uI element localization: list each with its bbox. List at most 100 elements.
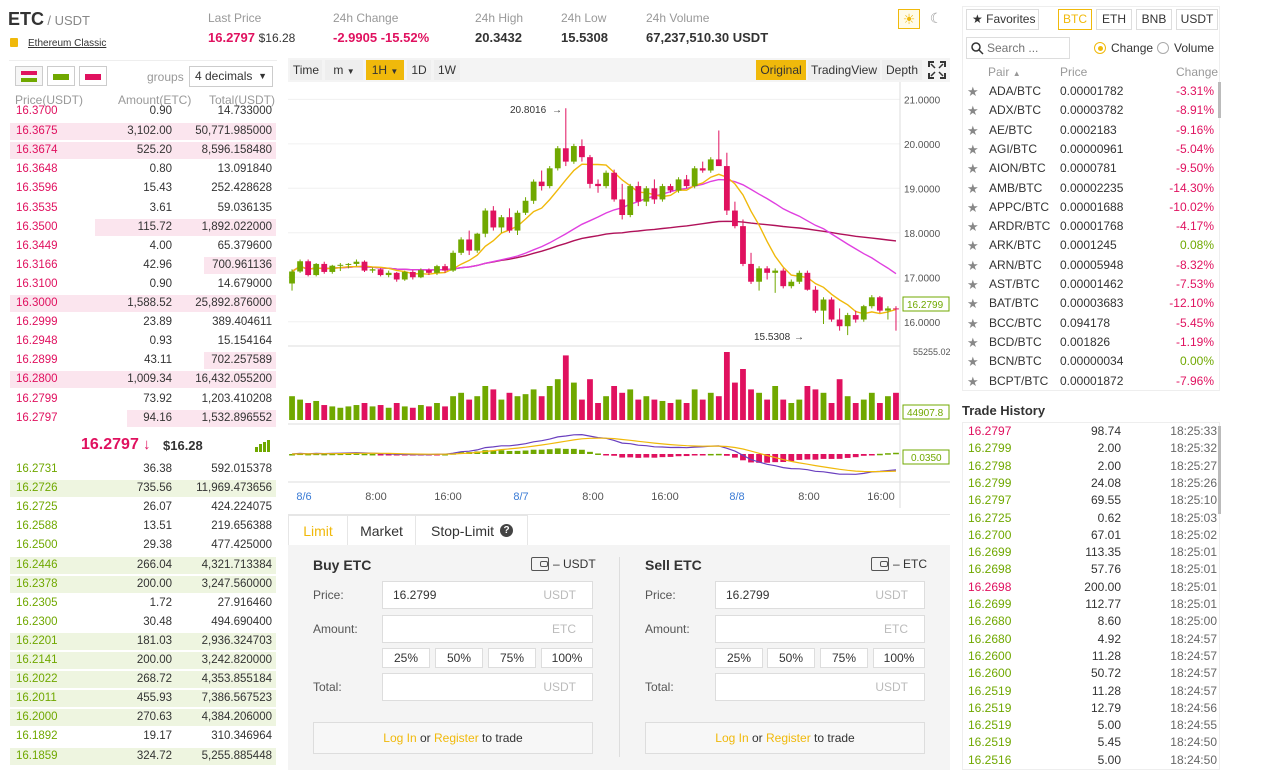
star-icon[interactable]: ★: [967, 161, 979, 177]
market-row[interactable]: ★ ARDR/BTC 0.00001768 -4.17%: [962, 217, 1220, 236]
quote-tab-usdt[interactable]: USDT: [1176, 9, 1218, 30]
sell-amount-input[interactable]: ETC: [715, 615, 925, 643]
star-icon[interactable]: ★: [967, 141, 979, 157]
bid-row[interactable]: 16.2000 270.63 4,384.206000: [10, 708, 276, 727]
ask-row[interactable]: 16.2800 1,009.34 16,432.055200: [10, 370, 276, 389]
interval-1h[interactable]: 1H ▼: [366, 60, 404, 80]
bid-row[interactable]: 16.2500 29.38 477.425000: [10, 536, 276, 555]
groups-select[interactable]: 4 decimals ▼: [189, 66, 273, 87]
star-icon[interactable]: ★: [967, 373, 979, 389]
market-row[interactable]: ★ ARK/BTC 0.0001245 0.08%: [962, 236, 1220, 255]
bid-row[interactable]: 16.2141 200.00 3,242.820000: [10, 651, 276, 670]
ask-row[interactable]: 16.3449 4.00 65.379600: [10, 237, 276, 256]
bid-row[interactable]: 16.2022 268.72 4,353.855184: [10, 670, 276, 689]
sell-pct-75[interactable]: 75%: [820, 648, 868, 668]
market-row[interactable]: ★ AE/BTC 0.0002183 -9.16%: [962, 121, 1220, 140]
price-chart[interactable]: 21.0000 20.0000 19.0000 18.0000 17.0000 16.00…: [288, 82, 950, 508]
tab-market[interactable]: Market: [348, 515, 416, 545]
bid-row[interactable]: 16.2588 13.51 219.656388: [10, 517, 276, 536]
radio-volume[interactable]: [1157, 42, 1169, 54]
ask-row[interactable]: 16.2799 73.92 1,203.410208: [10, 390, 276, 409]
bid-row[interactable]: 16.2011 455.93 7,386.567523: [10, 689, 276, 708]
star-icon[interactable]: ★: [967, 296, 979, 312]
quote-tab-eth[interactable]: ETH: [1096, 9, 1132, 30]
light-theme-icon[interactable]: ☀: [898, 9, 920, 29]
search-input[interactable]: [987, 40, 1067, 56]
star-icon[interactable]: ★: [967, 84, 979, 99]
market-row[interactable]: ★ ADA/BTC 0.00001782 -3.31%: [962, 82, 1220, 101]
buy-pct-50[interactable]: 50%: [435, 648, 483, 668]
buy-price-input[interactable]: 16.2799 USDT: [382, 581, 593, 609]
market-row[interactable]: ★ BCPT/BTC 0.00001872 -7.96%: [962, 372, 1220, 391]
sell-total-input[interactable]: USDT: [715, 673, 925, 701]
interval-minute[interactable]: m ▼: [325, 60, 363, 80]
bid-row[interactable]: 16.2300 30.48 494.690400: [10, 613, 276, 632]
book-view-asks-icon[interactable]: [79, 66, 107, 86]
favorites-button[interactable]: ★ Favorites: [966, 9, 1039, 30]
bid-row[interactable]: 16.2731 36.38 592.015378: [10, 460, 276, 479]
star-icon[interactable]: ★: [967, 354, 979, 370]
tab-stop-limit[interactable]: Stop-Limit ?: [416, 515, 528, 545]
market-row[interactable]: ★ AION/BTC 0.0000781 -9.50%: [962, 159, 1220, 178]
buy-login-link[interactable]: Log In: [383, 731, 417, 745]
market-row[interactable]: ★ BCC/BTC 0.094178 -5.45%: [962, 314, 1220, 333]
buy-pct-75[interactable]: 75%: [488, 648, 536, 668]
buy-pct-25[interactable]: 25%: [382, 648, 430, 668]
ask-row[interactable]: 16.3674 525.20 8,596.158480: [10, 141, 276, 160]
radio-change[interactable]: [1094, 42, 1106, 54]
sell-login-link[interactable]: Log In: [715, 731, 749, 745]
ask-row[interactable]: 16.2797 94.16 1,532.896552: [10, 409, 276, 428]
star-icon[interactable]: ★: [967, 103, 979, 119]
bid-row[interactable]: 16.1859 324.72 5,255.885448: [10, 747, 276, 766]
market-search-box[interactable]: [966, 37, 1070, 59]
star-icon[interactable]: ★: [967, 122, 979, 138]
ask-row[interactable]: 16.3535 3.61 59.036135: [10, 199, 276, 218]
market-row[interactable]: ★ AST/BTC 0.00001462 -7.53%: [962, 275, 1220, 294]
bid-row[interactable]: 16.2378 200.00 3,247.560000: [10, 575, 276, 594]
sell-pct-50[interactable]: 50%: [767, 648, 815, 668]
ask-row[interactable]: 16.3166 42.96 700.961136: [10, 256, 276, 275]
ask-row[interactable]: 16.2948 0.93 15.154164: [10, 332, 276, 351]
pair-col-header[interactable]: Pair ▲: [988, 65, 1021, 79]
view-tradingview[interactable]: TradingView: [808, 60, 880, 80]
coin-name-link[interactable]: Ethereum Classic: [28, 38, 107, 49]
star-icon[interactable]: ★: [967, 277, 979, 292]
view-depth[interactable]: Depth: [882, 60, 922, 80]
buy-amount-input[interactable]: ETC: [382, 615, 593, 643]
market-row[interactable]: ★ ADX/BTC 0.00003782 -8.91%: [962, 101, 1220, 120]
ask-row[interactable]: 16.3648 0.80 13.091840: [10, 160, 276, 179]
star-icon[interactable]: ★: [967, 334, 979, 350]
price-col-header[interactable]: Price: [1060, 65, 1088, 79]
bid-row[interactable]: 16.2446 266.04 4,321.713384: [10, 556, 276, 575]
trade-history-scrollbar[interactable]: [1218, 426, 1221, 514]
market-row[interactable]: ★ APPC/BTC 0.00001688 -10.02%: [962, 198, 1220, 217]
book-view-bids-icon[interactable]: [47, 66, 75, 86]
market-row[interactable]: ★ ARN/BTC 0.00005948 -8.32%: [962, 256, 1220, 275]
bid-row[interactable]: 16.1892 19.17 310.346964: [10, 727, 276, 746]
star-icon[interactable]: ★: [967, 199, 979, 215]
sell-register-link[interactable]: Register: [766, 731, 811, 745]
ask-row[interactable]: 16.3596 15.43 252.428628: [10, 179, 276, 198]
star-icon[interactable]: ★: [967, 257, 979, 273]
market-row[interactable]: ★ AMB/BTC 0.00002235 -14.30%: [962, 179, 1220, 198]
buy-total-input[interactable]: USDT: [382, 673, 593, 701]
market-row[interactable]: ★ BCD/BTC 0.001826 -1.19%: [962, 333, 1220, 352]
quote-tab-bnb[interactable]: BNB: [1136, 9, 1172, 30]
sell-pct-100[interactable]: 100%: [873, 648, 925, 668]
bid-row[interactable]: 16.2725 26.07 424.224075: [10, 498, 276, 517]
star-icon[interactable]: ★: [967, 315, 979, 331]
bid-row[interactable]: 16.2726 735.56 11,969.473656: [10, 479, 276, 498]
ask-row[interactable]: 16.3000 1,588.52 25,892.876000: [10, 294, 276, 313]
change-col-header[interactable]: Change: [1176, 65, 1219, 79]
tab-limit[interactable]: Limit: [288, 515, 348, 545]
buy-register-link[interactable]: Register: [434, 731, 479, 745]
interval-time[interactable]: Time: [290, 60, 322, 80]
star-icon[interactable]: ★: [967, 219, 979, 235]
help-icon[interactable]: ?: [500, 524, 513, 537]
bid-row[interactable]: 16.2305 1.72 27.916460: [10, 594, 276, 613]
sell-pct-25[interactable]: 25%: [715, 648, 763, 668]
bid-row[interactable]: 16.2201 181.03 2,936.324703: [10, 632, 276, 651]
dark-theme-icon[interactable]: ☾: [929, 10, 943, 26]
book-view-both-icon[interactable]: [15, 66, 43, 86]
ask-row[interactable]: 16.2899 43.11 702.257589: [10, 351, 276, 370]
